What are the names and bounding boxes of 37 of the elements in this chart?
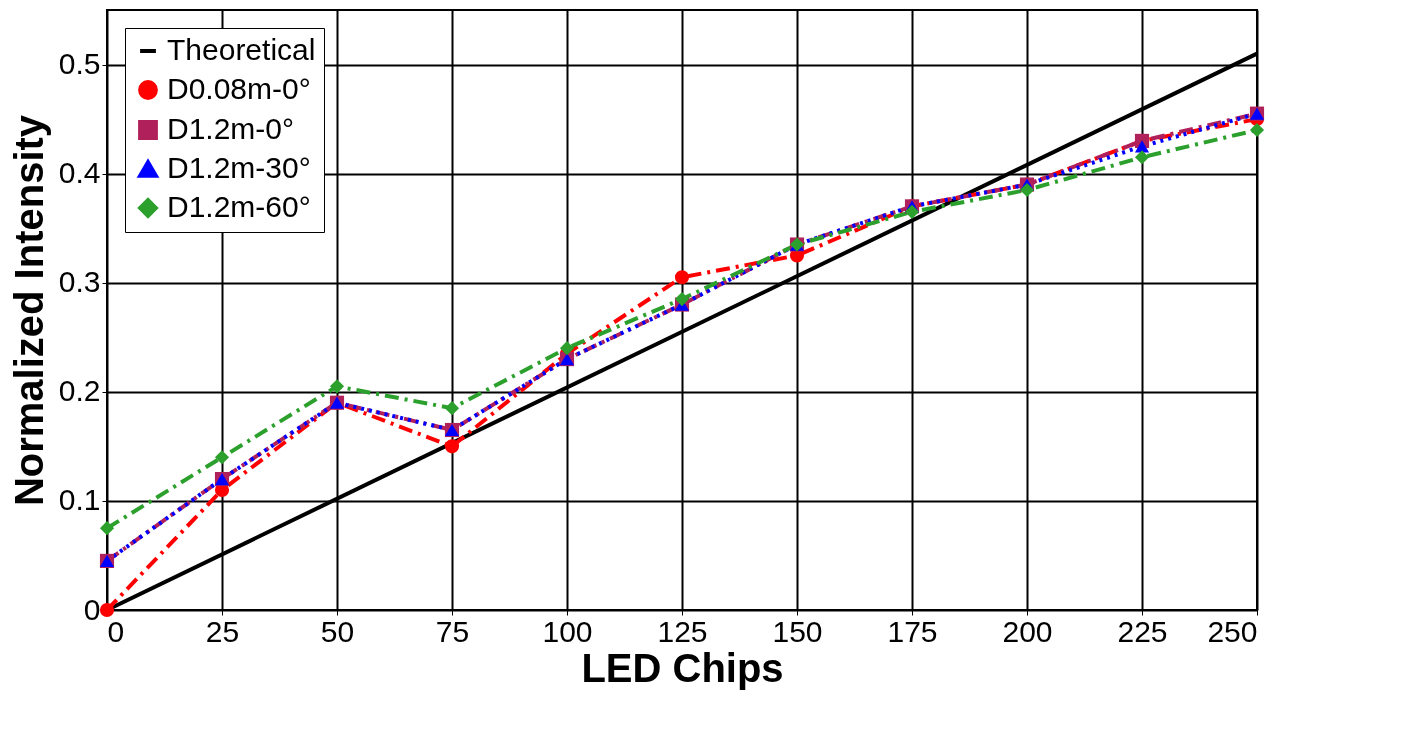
legend-label: D1.2m-0° [167,112,295,145]
x-tick-label: 125 [657,614,708,648]
point [1019,182,1035,198]
point [99,602,115,618]
point [1249,122,1265,138]
point [674,270,690,285]
point [674,292,690,307]
x-tick-label: 225 [1117,614,1168,648]
y-tick-label: 0.5 [58,47,101,81]
legend-label: Theoretical [167,33,316,66]
x-axis-title: LED Chips [581,645,784,690]
x-tick-label: 250 [1207,614,1258,648]
x-tick-label: 100 [542,614,593,648]
x-tick-label: 75 [435,614,470,648]
x-tick-label: 25 [205,614,240,648]
point [444,439,460,454]
point [904,204,920,219]
y-tick-label: 0.1 [58,483,101,517]
point [444,401,460,416]
x-tick-label: 200 [1002,614,1053,648]
x-tick-label: 50 [320,614,355,648]
legend-label: D1.2m-30° [167,151,311,184]
y-tick-label: 0.3 [58,265,101,299]
x-tick-label: 175 [887,614,938,648]
y-tick-label: 0.2 [58,374,101,408]
x-tick-label: 150 [772,614,823,648]
point [1134,150,1150,165]
y-axis-title: Normalized Intensity [6,114,51,507]
x-tick-label: 0 [107,614,125,648]
point [99,521,115,536]
legend-label: D0.08m-0° [167,72,311,105]
point [329,379,345,394]
point [559,341,575,356]
y-tick-label: 0 [83,592,101,626]
point [214,450,230,465]
legend-label: D1.2m-60° [167,190,311,223]
y-tick-label: 0.4 [58,156,101,190]
